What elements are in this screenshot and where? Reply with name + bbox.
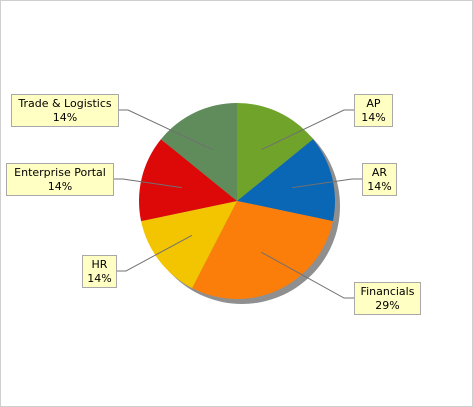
pie-slice-ap [237,103,314,201]
slice-label-name: Trade & Logistics [17,97,112,110]
slice-label-box [362,163,397,196]
pie-slice-hr [141,201,237,289]
slice-label-percent: 14% [87,272,111,285]
leader-line-ar [292,178,362,189]
slice-label-name: AP [366,97,381,110]
leader-line-trade-and-logistics [118,109,213,151]
slice-label-box [11,94,119,127]
pie-slices [139,103,335,300]
slice-label-name: HR [92,258,108,271]
pie-slice-enterprise-portal [139,139,237,222]
slice-label-box [82,255,117,288]
slice-label-box [354,282,421,315]
slice-label-percent: 14% [361,111,385,124]
leader-line-ap [261,109,354,151]
leader-line-hr [116,234,193,272]
pie-slice-trade-and-logistics [160,103,237,201]
pie-slice-financials [192,201,333,300]
leader-lines [113,109,362,299]
slice-label-name: Enterprise Portal [14,166,106,179]
slice-label-percent: 29% [375,299,399,312]
leader-line-enterprise-portal [113,178,182,189]
leader-line-financials [261,251,354,299]
slice-label-box [6,163,114,196]
slice-label-percent: 14% [367,180,391,193]
pie-slice-ar [237,139,335,222]
slice-label-name: Financials [361,285,415,298]
slice-label-box [354,94,393,127]
slice-label-percent: 14% [48,180,72,193]
slice-label-name: AR [372,166,388,179]
slice-label-percent: 14% [53,111,77,124]
